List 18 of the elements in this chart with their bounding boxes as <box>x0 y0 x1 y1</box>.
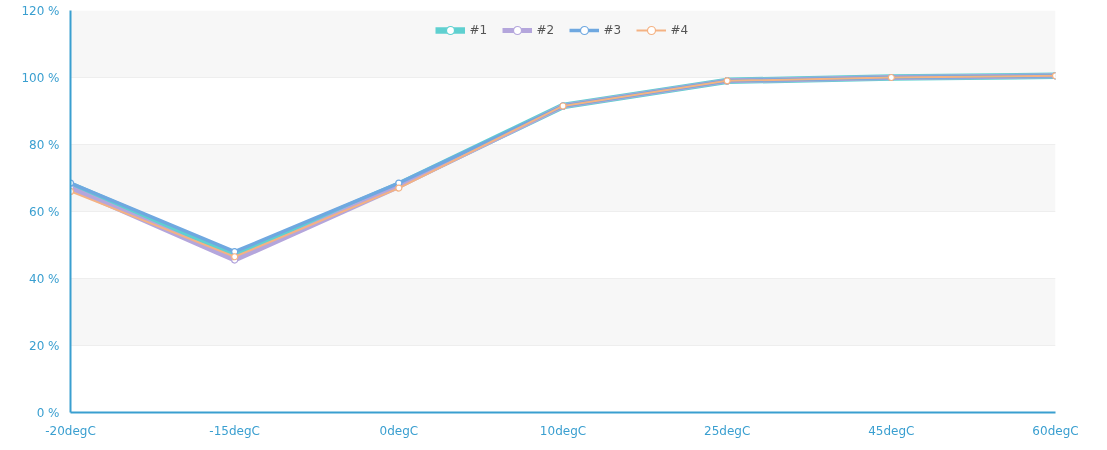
x-tick-label: 25degC <box>704 423 751 438</box>
x-tick-label: 45degC <box>868 423 915 438</box>
legend-label: #2 <box>536 23 556 37</box>
x-tick-label: -20degC <box>45 423 96 438</box>
y-tick-label: 100 % <box>21 70 60 85</box>
legend-label: #1 <box>469 23 489 37</box>
y-tick-label: 0 % <box>36 405 60 420</box>
y-tick-label: 80 % <box>29 137 60 152</box>
x-tick-label: 60degC <box>1032 423 1079 438</box>
y-tick-label: 40 % <box>29 271 60 286</box>
y-tick-label: 60 % <box>29 204 60 219</box>
y-tick-label: 120 % <box>21 3 60 18</box>
legend-label: #4 <box>670 23 690 37</box>
x-tick-label: 0degC <box>379 423 419 438</box>
legend-label: #3 <box>603 23 623 37</box>
y-tick-label: 20 % <box>29 338 60 353</box>
x-tick-label: -15degC <box>209 423 260 438</box>
x-tick-label: 10degC <box>539 423 587 438</box>
